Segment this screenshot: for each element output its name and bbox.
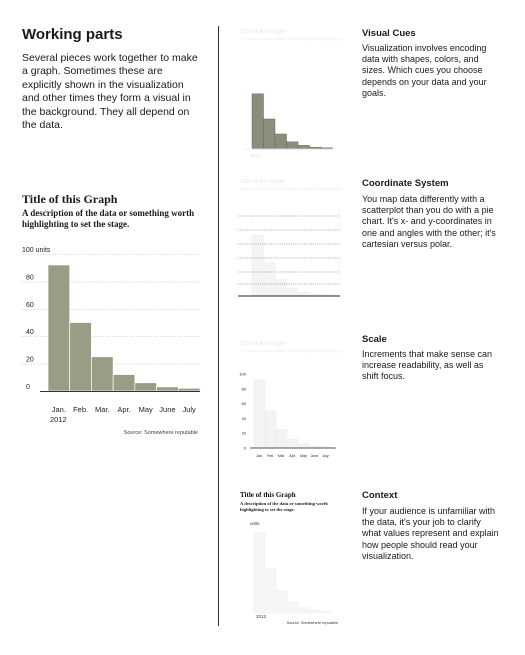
section-body-visual-cues: Visualization involves encoding data wit… [362,43,487,98]
context-units-label: units [250,521,260,526]
main-chart: 0 20 40 60 80 100 units Jan. Feb. Mar. Apr. May Ju… [22,247,201,436]
bar [177,387,201,392]
bar [275,429,288,449]
bar [274,133,287,150]
y-tick-label: 80 [26,274,34,281]
context-year-label: 2012 [256,614,267,619]
bar [297,443,310,449]
x-tick-label: July [182,405,196,414]
section-body-scale: Increments that make sense can increase … [362,349,493,382]
y-tick-label: 0 [244,446,247,451]
bar [47,264,71,392]
bar [91,356,114,392]
intro-paragraph: Several pieces work together to make a g… [22,52,198,132]
bar [297,145,310,150]
context-graph-description-line1: A description of the data or something w… [240,501,328,506]
bar [251,93,264,150]
section-title-coordinate-system: Coordinate System [362,178,449,189]
x-tick-label: Jan. [52,405,66,414]
x-tick-label: May [139,405,153,414]
bar [156,386,179,392]
x-tick-label: Mar. [95,405,110,414]
bar [253,379,266,449]
y-tick-label: 0 [26,384,30,391]
bar [112,374,136,392]
bar [264,410,277,449]
faded-graph-title: Title of this Graph [240,178,284,185]
y-tick-label: 100 [239,372,246,377]
faded-graph-description: A description of the data or something w… [240,186,342,191]
faded-graph-title: Title of this Graph [240,340,284,347]
context-graph-description-line2: highlighting to set the stage. [240,507,295,512]
context-source-note: Source: Somewhere reputable [287,621,338,625]
bar [275,590,288,614]
x-tick-label: Mar. [278,454,285,458]
source-note: Source: Somewhere reputable [124,430,198,436]
column-divider [218,26,219,626]
bar [297,607,310,614]
section-body-context: If your audience is unfamiliar with the … [362,506,499,561]
bar [253,531,266,614]
bar [319,610,332,614]
main-graph-title: Title of this Graph [22,192,118,206]
section-body-coordinate-system: You map data differently with a scatterp… [362,194,496,249]
x-tick-label: Apr. [289,454,295,458]
bar [274,279,287,297]
x-tick-label: June [311,454,319,458]
bar [308,610,321,614]
scale-panel: Title of this Graph A description of the… [239,340,342,458]
y-tick-label: 100 units [22,247,51,254]
context-graph-title: Title of this Graph [240,491,296,499]
x-tick-label: June [159,405,175,414]
bar [297,291,310,297]
faded-graph-description: A description of the data or something w… [240,348,342,353]
section-title-context: Context [362,490,398,501]
main-graph-description: A description of the data or something w… [22,208,195,229]
bar [251,235,264,297]
bar [263,118,276,150]
x-tick-label: May [300,454,307,458]
y-tick-label: 20 [26,357,34,364]
context-panel: Title of this Graph A description of the… [240,491,338,625]
x-tick-label: Jan. [256,454,263,458]
bar [264,568,277,614]
y-tick-label: 60 [242,401,247,406]
visual-cues-panel: Title of this Graph A description of the… [240,28,342,158]
bar [286,438,299,449]
section-title-scale: Scale [362,334,387,345]
x-tick-label: Feb. [267,454,274,458]
section-title-visual-cues: Visual Cues [362,28,416,39]
bar [263,262,276,297]
x-tick-label: Apr. [117,405,130,414]
bar [286,287,299,297]
year-label: 2012 [50,415,67,424]
y-tick-label: 20 [242,431,247,436]
bar [286,141,299,150]
y-tick-label: 60 [26,302,34,309]
faded-graph-description: A description of the data or something w… [240,36,342,41]
page-heading: Working parts [22,26,123,43]
bar [286,602,299,614]
bar [69,322,92,392]
coordinate-system-panel: Title of this Graph A description of the… [238,178,342,297]
faded-year-label: 2012 [250,153,261,158]
x-tick-label: Feb. [73,405,88,414]
y-tick-label: 40 [242,416,247,421]
x-tick-label: July [322,454,329,458]
bar [134,382,157,392]
y-tick-label: 80 [242,386,247,391]
faded-graph-title: Title of this Graph [240,28,284,35]
y-tick-label: 40 [26,329,34,336]
